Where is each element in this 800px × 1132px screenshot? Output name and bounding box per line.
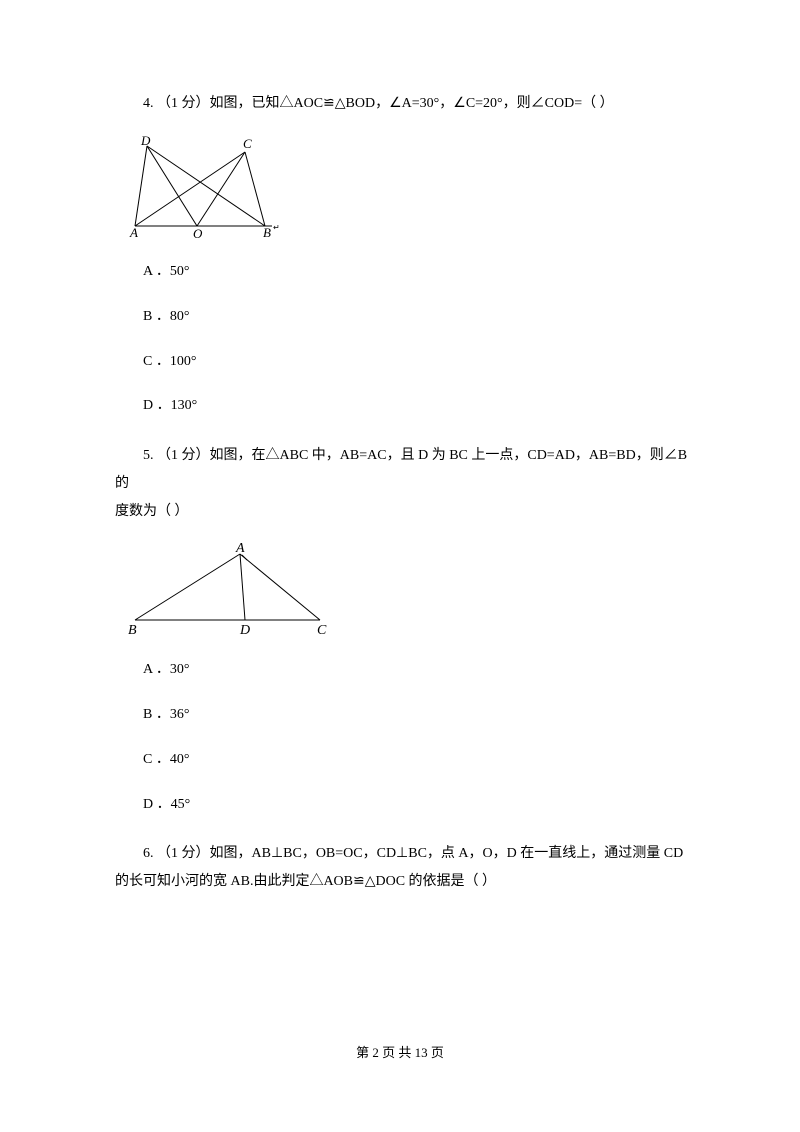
q4-label-A: A	[129, 225, 138, 239]
q5-line2: 度数为（ ）	[115, 498, 700, 526]
q6-line1: 6. （1 分）如图，AB⊥BC，OB=OC，CD⊥BC，点 A，O，D 在一直…	[115, 840, 700, 868]
question-4: 4. （1 分）如图，已知△AOC≌△BOD，∠A=30°，∠C=20°，则∠C…	[115, 90, 700, 422]
q5-label-C: C	[317, 623, 327, 637]
q4-label-D: D	[140, 134, 151, 148]
q4-label-B: B	[263, 225, 271, 239]
q5-figure: A B D C	[125, 542, 700, 637]
q4-option-b: B ．80°	[115, 302, 700, 333]
q4-label-O: O	[193, 226, 203, 239]
q4-text: 4. （1 分）如图，已知△AOC≌△BOD，∠A=30°，∠C=20°，则∠C…	[115, 90, 700, 118]
svg-text:↵: ↵	[273, 223, 280, 232]
q4-figure: D C A O B ↵	[125, 134, 700, 239]
q4-label-C: C	[243, 136, 252, 151]
q4-option-a: A ．50°	[115, 257, 700, 288]
q5-label-B: B	[128, 623, 137, 637]
question-6: 6. （1 分）如图，AB⊥BC，OB=OC，CD⊥BC，点 A，O，D 在一直…	[115, 840, 700, 896]
q5-option-d: D ．45°	[115, 790, 700, 821]
q5-option-a: A ．30°	[115, 655, 700, 686]
question-5: 5. （1 分）如图，在△ABC 中，AB=AC，且 D 为 BC 上一点，CD…	[115, 442, 700, 820]
q4-option-d: D ．130°	[115, 391, 700, 422]
q5-option-b: B ．36°	[115, 700, 700, 731]
q6-line2: 的长可知小河的宽 AB.由此判定△AOB≌△DOC 的依据是（ ）	[115, 868, 700, 896]
q5-label-D: D	[239, 623, 250, 637]
q4-option-c: C ．100°	[115, 347, 700, 378]
page-footer: 第 2 页 共 13 页	[0, 1043, 800, 1064]
q5-line1: 5. （1 分）如图，在△ABC 中，AB=AC，且 D 为 BC 上一点，CD…	[115, 442, 700, 498]
q5-label-A: A	[235, 542, 245, 556]
q5-option-c: C ．40°	[115, 745, 700, 776]
